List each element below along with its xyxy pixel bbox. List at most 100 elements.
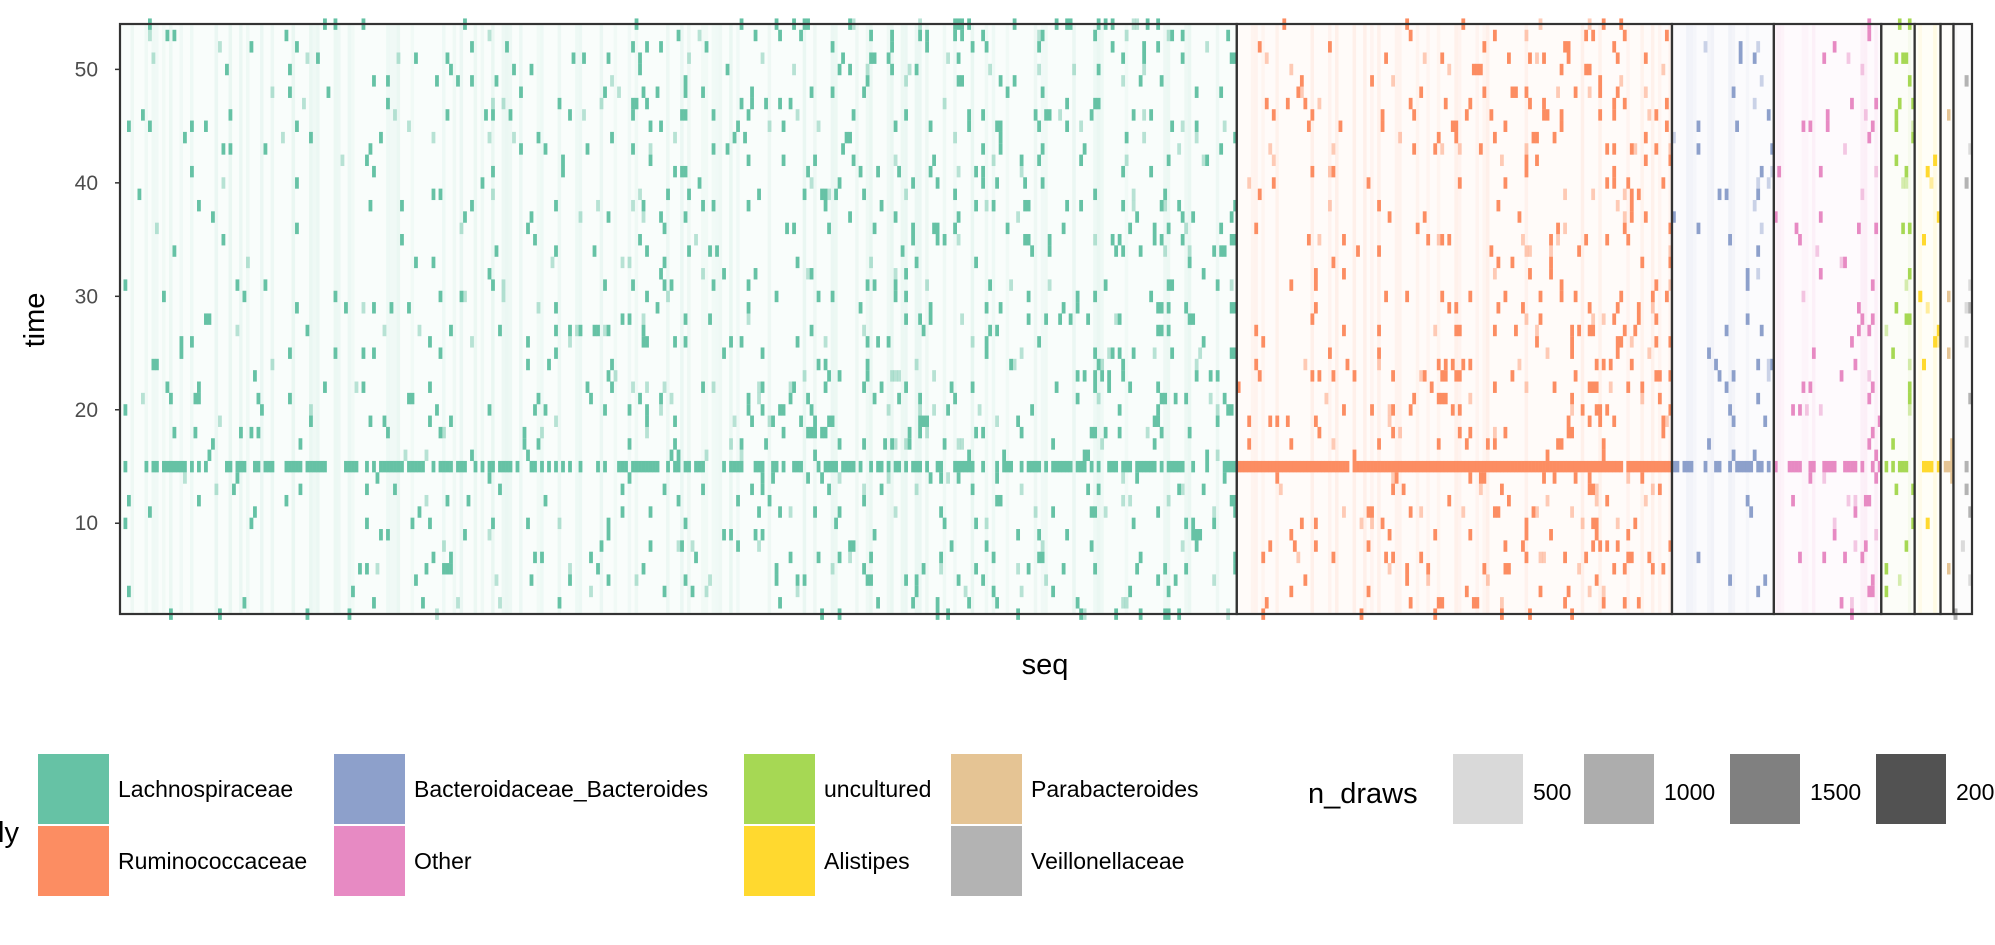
heatmap-cell bbox=[1342, 234, 1346, 246]
heatmap-cell bbox=[1756, 268, 1761, 280]
seq-streak bbox=[1863, 24, 1868, 614]
heatmap-cell bbox=[1002, 449, 1007, 462]
heatmap-cell bbox=[645, 245, 649, 257]
heatmap-cell bbox=[1037, 63, 1042, 76]
heatmap-cell bbox=[897, 370, 901, 382]
heatmap-cell bbox=[1219, 222, 1224, 235]
heatmap-cell bbox=[879, 460, 884, 473]
heatmap-cell bbox=[1180, 29, 1185, 42]
heatmap-cell bbox=[655, 86, 660, 98]
heatmap-cell bbox=[1443, 370, 1448, 382]
heatmap-cell bbox=[1839, 370, 1844, 382]
heatmap-cell bbox=[606, 517, 611, 530]
facet-Parabacteroides bbox=[1940, 24, 1954, 614]
heatmap-cell bbox=[1492, 506, 1497, 518]
heatmap-cell bbox=[1738, 52, 1743, 64]
heatmap-cell bbox=[1436, 438, 1441, 450]
heatmap-cell bbox=[1535, 154, 1539, 167]
heatmap-cell bbox=[1436, 597, 1441, 609]
heatmap-cell bbox=[1261, 460, 1266, 473]
heatmap-cell bbox=[179, 460, 184, 473]
heatmap-cell bbox=[1191, 313, 1196, 325]
heatmap-cell bbox=[1271, 154, 1276, 167]
heatmap-cell bbox=[270, 86, 275, 98]
heatmap-cell bbox=[1331, 370, 1336, 382]
heatmap-cell bbox=[1264, 597, 1269, 609]
heatmap-cell bbox=[848, 63, 852, 76]
heatmap-cell bbox=[1233, 563, 1238, 575]
heatmap-cell bbox=[1894, 120, 1899, 132]
heatmap-cell bbox=[368, 143, 373, 155]
heatmap-cell bbox=[1026, 199, 1031, 212]
heatmap-cell bbox=[830, 563, 835, 575]
heatmap-cell bbox=[848, 460, 852, 473]
heatmap-cell bbox=[984, 199, 989, 212]
heatmap-cell bbox=[1426, 563, 1431, 575]
heatmap-cell bbox=[1870, 426, 1875, 439]
seq-streak bbox=[711, 24, 716, 614]
heatmap-cell bbox=[680, 540, 684, 552]
heatmap-cell bbox=[1215, 415, 1220, 427]
heatmap-cell bbox=[666, 188, 670, 201]
heatmap-cell bbox=[1131, 199, 1136, 212]
facet-border bbox=[1952, 22, 1974, 616]
heatmap-cell bbox=[981, 109, 985, 121]
heatmap-cell bbox=[1159, 460, 1164, 473]
heatmap-cell bbox=[1524, 381, 1529, 393]
heatmap-cell bbox=[1492, 131, 1497, 144]
heatmap-cell bbox=[1040, 29, 1045, 42]
heatmap-cell bbox=[1636, 188, 1641, 201]
heatmap-cell bbox=[1661, 63, 1666, 76]
seq-streak bbox=[1033, 24, 1038, 614]
heatmap-cell bbox=[403, 449, 408, 462]
seq-streak bbox=[508, 24, 513, 614]
heatmap-cell bbox=[1037, 529, 1042, 541]
heatmap-cell bbox=[827, 370, 831, 382]
heatmap-cell bbox=[1229, 404, 1234, 416]
heatmap-cell bbox=[1766, 370, 1771, 382]
heatmap-cell bbox=[1152, 460, 1157, 473]
heatmap-cell bbox=[554, 199, 558, 212]
seq-streak bbox=[410, 24, 415, 614]
heatmap-cell bbox=[1135, 460, 1140, 473]
heatmap-cell bbox=[967, 449, 971, 462]
heatmap-cell bbox=[1408, 404, 1413, 416]
heatmap-cell bbox=[1489, 109, 1494, 121]
heatmap-cell bbox=[1135, 472, 1140, 484]
heatmap-cell bbox=[1058, 313, 1063, 325]
heatmap-cell bbox=[893, 154, 898, 167]
legend-n-draws-title: n_draws bbox=[1308, 778, 1418, 810]
heatmap-cell bbox=[1478, 143, 1483, 155]
heatmap-cell bbox=[676, 540, 681, 552]
heatmap-cell bbox=[1082, 449, 1087, 462]
heatmap-cell bbox=[676, 449, 681, 462]
heatmap-cell bbox=[1853, 358, 1858, 371]
heatmap-cell bbox=[918, 460, 922, 473]
seq-streak bbox=[736, 24, 740, 614]
heatmap-cell bbox=[991, 154, 996, 167]
heatmap-cell bbox=[627, 313, 632, 325]
heatmap-cell bbox=[1507, 494, 1511, 507]
heatmap-cell bbox=[1587, 63, 1592, 76]
heatmap-cell bbox=[1752, 199, 1757, 212]
heatmap-cell bbox=[578, 324, 583, 337]
heatmap-cell bbox=[1925, 517, 1930, 530]
heatmap-cell bbox=[1766, 109, 1771, 121]
heatmap-cell bbox=[680, 109, 684, 121]
heatmap-cell bbox=[1870, 381, 1875, 393]
heatmap-cell bbox=[1166, 324, 1171, 337]
heatmap-cell bbox=[1647, 109, 1652, 121]
heatmap-cell bbox=[1968, 506, 1973, 518]
seq-streak bbox=[813, 24, 817, 614]
heatmap-cell bbox=[1647, 551, 1652, 564]
heatmap-cell bbox=[1208, 392, 1213, 405]
heatmap-cell bbox=[844, 460, 849, 473]
legend-n-draws-key bbox=[1453, 754, 1523, 824]
heatmap-cell bbox=[1422, 211, 1427, 223]
heatmap-cell bbox=[1542, 97, 1546, 110]
heatmap-cell bbox=[1026, 313, 1031, 325]
heatmap-cell bbox=[1482, 460, 1487, 473]
heatmap-cell bbox=[841, 143, 845, 155]
legend-family-label: Veillonellaceae bbox=[1031, 848, 1184, 874]
heatmap-cell bbox=[1492, 381, 1497, 393]
